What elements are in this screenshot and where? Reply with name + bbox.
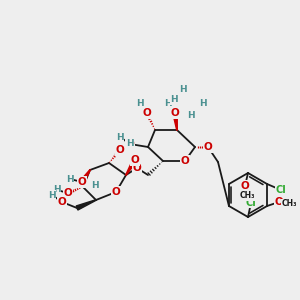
Text: O: O [130,155,140,165]
Text: O: O [171,108,179,118]
Text: H: H [66,175,74,184]
Text: CH₃: CH₃ [281,200,297,208]
Text: O: O [58,197,66,207]
Text: O: O [64,188,72,198]
Text: O: O [112,187,120,197]
Text: O: O [241,181,249,191]
Text: Cl: Cl [276,185,286,195]
Text: O: O [204,142,212,152]
Text: H: H [170,95,178,104]
Polygon shape [173,113,177,130]
Text: CH₃: CH₃ [239,191,255,200]
Text: H: H [48,190,56,200]
Text: O: O [126,139,134,149]
Text: H: H [179,85,187,94]
Text: H: H [199,98,207,107]
Text: O: O [181,156,189,166]
Text: O: O [275,197,284,207]
Text: O: O [142,108,152,118]
Polygon shape [126,159,137,175]
Text: H: H [53,185,61,194]
Text: H: H [187,110,195,119]
Text: H: H [164,98,172,107]
Text: H: H [116,133,124,142]
Text: O: O [116,145,124,155]
Polygon shape [80,170,90,183]
Text: Cl: Cl [246,198,256,208]
Text: O: O [133,163,141,173]
Text: H: H [136,98,144,107]
Polygon shape [76,200,96,210]
Text: H: H [91,181,99,190]
Text: H: H [126,139,134,148]
Text: O: O [78,177,86,187]
